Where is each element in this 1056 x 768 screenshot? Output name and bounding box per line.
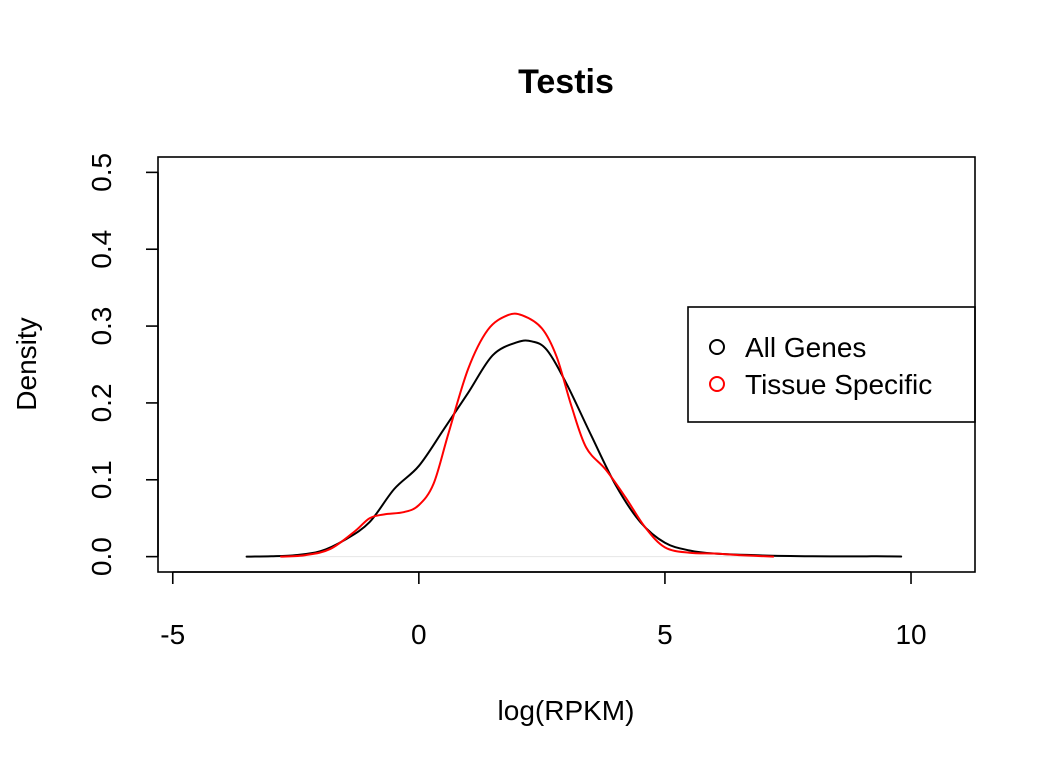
y-axis-label: Density bbox=[11, 317, 42, 410]
chart-title: Testis bbox=[518, 63, 614, 101]
x-axis: -5 0 5 10 bbox=[160, 571, 927, 650]
plot-frame bbox=[157, 156, 976, 573]
legend-box bbox=[687, 306, 976, 423]
x-tick-label: 5 bbox=[657, 619, 673, 650]
y-tick-label: 0.3 bbox=[86, 307, 117, 346]
x-axis-label: log(RPKM) bbox=[498, 695, 635, 726]
y-tick-label: 0.5 bbox=[86, 153, 117, 192]
x-tick-label: -5 bbox=[160, 619, 185, 650]
y-tick-label: 0.0 bbox=[86, 537, 117, 576]
x-tick-label: 0 bbox=[411, 619, 427, 650]
y-tick-label: 0.2 bbox=[86, 383, 117, 422]
legend-marker-all-genes bbox=[709, 339, 725, 355]
y-tick-label: 0.1 bbox=[86, 460, 117, 499]
series-line-tissue-specific bbox=[280, 312, 775, 558]
legend-label-all-genes: All Genes bbox=[745, 332, 866, 363]
y-tick-label: 0.4 bbox=[86, 230, 117, 269]
x-tick-label: 10 bbox=[895, 619, 926, 650]
series-group bbox=[245, 312, 903, 558]
legend-marker-tissue-specific bbox=[709, 376, 725, 392]
legend-label-tissue-specific: Tissue Specific bbox=[745, 369, 932, 400]
y-axis: 0.0 0.1 0.2 0.3 0.4 0.5 bbox=[86, 153, 159, 576]
legend: All Genes Tissue Specific bbox=[687, 306, 976, 423]
